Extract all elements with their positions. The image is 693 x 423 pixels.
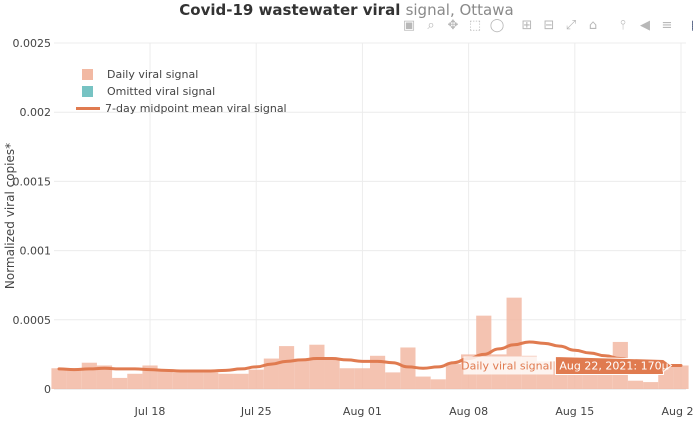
bar-daily-viral-signal[interactable] xyxy=(187,372,204,389)
bar-daily-viral-signal[interactable] xyxy=(445,364,462,389)
bar-daily-viral-signal[interactable] xyxy=(430,379,446,389)
bar-daily-viral-signal[interactable] xyxy=(127,373,143,389)
reset-axes-icon[interactable]: ⌂ xyxy=(588,17,598,33)
bar-daily-viral-signal[interactable] xyxy=(673,365,689,389)
bar-daily-viral-signal[interactable] xyxy=(96,365,113,389)
camera-icon[interactable]: ▣ xyxy=(402,17,416,33)
bar-daily-viral-signal[interactable] xyxy=(218,373,234,389)
bar-daily-viral-signal[interactable] xyxy=(627,380,644,389)
bar-daily-viral-signal[interactable] xyxy=(157,371,173,389)
bar-daily-viral-signal[interactable] xyxy=(415,376,431,389)
bar-daily-viral-signal[interactable] xyxy=(112,377,128,389)
legend-label-omitted: Omitted viral signal xyxy=(107,85,216,98)
bar-daily-viral-signal[interactable] xyxy=(51,368,67,389)
zoom-in-icon[interactable]: ⊞ xyxy=(521,17,533,33)
legend-item-daily[interactable]: Daily viral signal xyxy=(76,66,287,83)
x-tick-label: Aug 15 xyxy=(555,405,594,418)
hover-compare-icon[interactable]: ≡ xyxy=(661,17,673,33)
y-tick-label: 0.0005 xyxy=(13,314,52,327)
y-axis-label: Normalized viral copies* xyxy=(3,143,17,289)
bar-daily-viral-signal[interactable] xyxy=(324,358,340,389)
title-faded: signal, Ottawa xyxy=(405,1,514,19)
bar-daily-viral-signal[interactable] xyxy=(385,372,401,389)
bar-daily-viral-signal[interactable] xyxy=(643,382,659,389)
legend-item-mean[interactable]: 7-day midpoint mean viral signal xyxy=(76,100,287,117)
x-tick-label: Aug 22 xyxy=(662,405,693,418)
bar-daily-viral-signal[interactable] xyxy=(81,362,97,389)
x-tick-label: Jul 18 xyxy=(134,405,166,418)
y-tick-label: 0 xyxy=(44,383,51,396)
y-axis-ticks: 0 0.0005 0.001 0.0015 0.002 0.0025 xyxy=(13,37,52,396)
x-axis-ticks: Jul 18 Jul 25 Aug 01 Aug 08 Aug 15 Aug 22 xyxy=(134,405,693,418)
bar-daily-viral-signal[interactable] xyxy=(248,369,264,389)
bar-daily-viral-signal[interactable] xyxy=(263,358,279,389)
legend[interactable]: Daily viral signal Omitted viral signal … xyxy=(76,66,287,117)
bar-daily-viral-signal[interactable] xyxy=(370,355,386,389)
tooltip-series-label: Daily viral signal xyxy=(461,359,552,372)
bar-daily-viral-signal[interactable] xyxy=(172,372,188,389)
line-7day-mean xyxy=(57,340,683,373)
tooltip-series-bg xyxy=(463,356,554,375)
y-tick-label: 0.002 xyxy=(20,106,52,119)
legend-swatch-daily xyxy=(82,69,93,80)
y-tick-label: 0.0015 xyxy=(13,175,52,188)
bar-daily-viral-signal[interactable] xyxy=(309,344,325,389)
x-tick-label: Aug 01 xyxy=(343,405,382,418)
bar-daily-viral-signal[interactable] xyxy=(354,368,370,389)
lasso-select-icon[interactable]: ◯ xyxy=(489,17,505,33)
hover-tooltip: Aug 22, 2021: 170µ Daily viral signal xyxy=(461,355,673,375)
legend-swatch-omitted xyxy=(82,86,93,97)
title-main: Covid-19 wastewater viral xyxy=(179,1,406,19)
box-select-icon[interactable]: ⬚ xyxy=(468,17,482,33)
bar-daily-viral-signal[interactable] xyxy=(339,368,355,389)
chart-title: Covid-19 wastewater viral signal, Ottawa xyxy=(0,0,693,20)
pan-icon[interactable]: ✥ xyxy=(447,17,459,33)
y-tick-label: 0.0025 xyxy=(13,37,52,50)
legend-label-daily: Daily viral signal xyxy=(107,68,199,81)
tooltip-value: Aug 22, 2021: 170µ xyxy=(559,359,668,372)
zoom-out-icon[interactable]: ⊟ xyxy=(543,17,555,33)
line-7day-midpoint-mean[interactable] xyxy=(57,340,683,373)
legend-swatch-mean xyxy=(76,107,100,110)
bars-daily-viral-signal xyxy=(51,297,689,389)
x-tick-label: Aug 08 xyxy=(449,405,488,418)
bar-daily-viral-signal[interactable] xyxy=(233,373,249,389)
spike-lines-icon[interactable]: ⫯ xyxy=(620,17,626,33)
bar-daily-viral-signal[interactable] xyxy=(278,346,295,389)
hover-closest-icon[interactable]: ◀ xyxy=(640,17,650,33)
plotly-logo-icon[interactable]: ▦ xyxy=(686,15,693,35)
bar-daily-viral-signal[interactable] xyxy=(203,372,219,389)
modebar: ▣ ⌕ ✥ ⬚ ◯ ⊞ ⊟ ⤢ ⌂ ⫯ ◀ ≡ ▦ xyxy=(398,15,693,35)
bar-daily-viral-signal[interactable] xyxy=(294,358,310,389)
autoscale-icon[interactable]: ⤢ xyxy=(565,17,577,33)
y-tick-label: 0.001 xyxy=(20,245,52,258)
x-tick-label: Jul 25 xyxy=(240,405,272,418)
bar-daily-viral-signal[interactable] xyxy=(66,368,82,389)
tooltip-box xyxy=(554,355,673,375)
bar-daily-viral-signal[interactable] xyxy=(142,365,158,389)
legend-item-omitted[interactable]: Omitted viral signal xyxy=(76,83,287,100)
legend-label-mean: 7-day midpoint mean viral signal xyxy=(105,102,287,115)
zoom-icon[interactable]: ⌕ xyxy=(427,17,435,33)
